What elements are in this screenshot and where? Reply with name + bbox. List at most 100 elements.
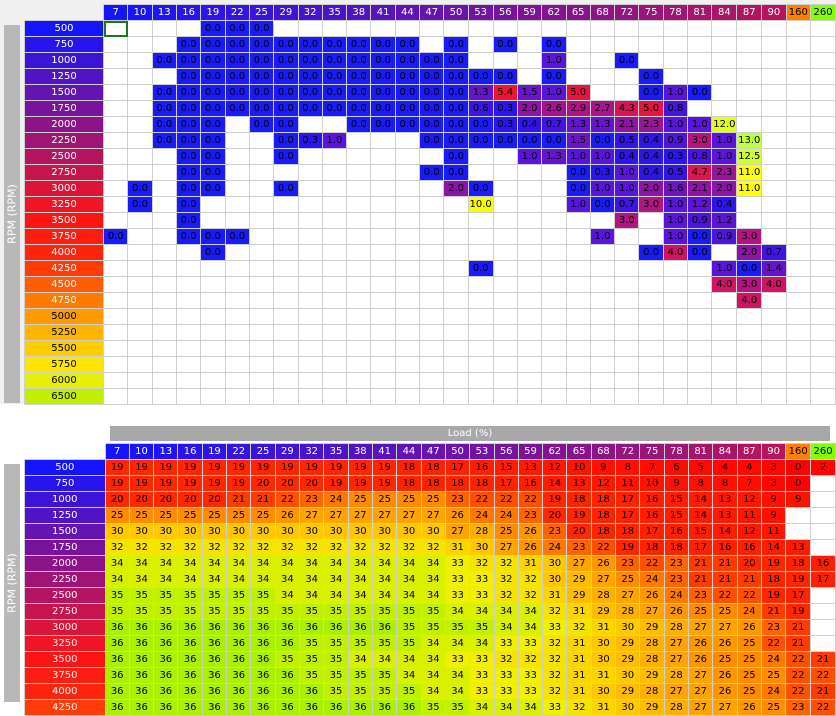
bottom-table-cell[interactable]: 33 <box>469 683 495 700</box>
bottom-table-cell[interactable]: 34 <box>396 555 422 572</box>
top-table-cell[interactable] <box>687 324 713 341</box>
top-table-cell[interactable] <box>127 340 153 357</box>
top-table-cell[interactable] <box>614 308 640 325</box>
top-table-cell[interactable]: 1.3 <box>541 148 567 165</box>
bottom-table-cell[interactable]: 32 <box>347 539 373 556</box>
top-table-cell[interactable] <box>443 356 469 373</box>
top-table-cell[interactable] <box>638 324 664 341</box>
top-table-cell[interactable] <box>589 276 616 293</box>
top-table-cell[interactable]: 0.0 <box>370 36 396 53</box>
bottom-table-cell[interactable]: 5 <box>688 459 714 476</box>
bottom-col-header[interactable]: 10 <box>128 443 155 460</box>
top-table-cell[interactable] <box>785 36 812 53</box>
bottom-table-cell[interactable]: 35 <box>323 667 349 684</box>
top-table-cell[interactable] <box>127 100 153 117</box>
bottom-table-cell[interactable]: 19 <box>299 459 325 476</box>
top-table-cell[interactable]: 0.0 <box>467 68 494 85</box>
bottom-table-cell[interactable]: 18 <box>590 523 617 540</box>
top-table-cell[interactable]: 0.0 <box>346 68 372 85</box>
top-table-cell[interactable]: 0.9 <box>687 212 713 229</box>
top-table-cell[interactable]: 0.0 <box>638 84 664 101</box>
top-rpm-row-header[interactable]: 1750 <box>24 100 104 117</box>
bottom-table-cell[interactable]: 34 <box>274 587 301 604</box>
bottom-table-cell[interactable]: 14 <box>760 539 787 556</box>
top-rpm-row-header[interactable]: 3000 <box>24 180 104 197</box>
top-table-cell[interactable] <box>102 196 129 213</box>
bottom-table-cell[interactable]: 21 <box>712 571 738 588</box>
bottom-table-cell[interactable]: 22 <box>493 491 519 508</box>
bottom-table-cell[interactable]: 36 <box>250 635 276 652</box>
bottom-table-cell[interactable]: 35 <box>420 619 446 636</box>
bottom-table-cell[interactable]: 19 <box>323 459 349 476</box>
bottom-table-cell[interactable]: 28 <box>615 603 641 620</box>
bottom-table-cell[interactable]: 33 <box>444 651 471 668</box>
top-table-cell[interactable] <box>516 36 543 53</box>
top-table-cell[interactable] <box>614 68 640 85</box>
bottom-table-cell[interactable]: 35 <box>274 651 301 668</box>
bottom-table-cell[interactable]: 19 <box>153 475 179 492</box>
bottom-table-cell[interactable]: 34 <box>347 651 373 668</box>
bottom-table-cell[interactable]: 24 <box>493 507 519 524</box>
bottom-table-cell[interactable]: 32 <box>396 539 422 556</box>
top-table-cell[interactable]: 0.0 <box>516 132 543 149</box>
top-table-cell[interactable] <box>711 100 738 117</box>
top-table-cell[interactable] <box>370 292 396 309</box>
top-table-cell[interactable] <box>541 228 567 245</box>
bottom-table-cell[interactable]: 32 <box>153 539 179 556</box>
top-table-cell[interactable]: 0.0 <box>151 116 177 133</box>
top-table-cell[interactable] <box>151 388 177 405</box>
bottom-table-cell[interactable]: 28 <box>639 635 665 652</box>
bottom-table-cell[interactable]: 20 <box>736 555 762 572</box>
bottom-table-cell[interactable]: 36 <box>274 667 301 684</box>
top-table-cell[interactable]: 0.0 <box>175 228 202 245</box>
top-table-cell[interactable]: 1.0 <box>589 228 616 245</box>
bottom-table-cell[interactable]: 22 <box>639 555 665 572</box>
top-table-cell[interactable] <box>200 260 226 277</box>
top-table-cell[interactable] <box>102 52 129 69</box>
top-table-cell[interactable] <box>736 52 763 69</box>
bottom-table-cell[interactable]: 11 <box>736 507 762 524</box>
bottom-table-cell[interactable] <box>810 603 836 620</box>
top-table-cell[interactable]: 0.0 <box>467 180 494 197</box>
bottom-table-cell[interactable]: 26 <box>444 507 471 524</box>
bottom-table-cell[interactable]: 25 <box>736 635 762 652</box>
top-table-cell[interactable] <box>467 340 494 357</box>
bottom-table-cell[interactable]: 36 <box>250 619 276 636</box>
top-table-cell[interactable]: 0.0 <box>346 84 372 101</box>
top-table-cell[interactable] <box>419 276 445 293</box>
top-table-cell[interactable]: 0.0 <box>297 36 323 53</box>
top-table-cell[interactable] <box>151 292 177 309</box>
bottom-table-cell[interactable]: 29 <box>615 635 641 652</box>
top-table-cell[interactable] <box>761 228 787 245</box>
top-table-cell[interactable] <box>102 388 129 405</box>
top-table-cell[interactable] <box>297 196 323 213</box>
top-table-cell[interactable]: 0.0 <box>248 52 275 69</box>
bottom-table-cell[interactable]: 22 <box>469 491 495 508</box>
top-rpm-row-header[interactable]: 1000 <box>24 52 104 69</box>
top-table-cell[interactable] <box>614 276 640 293</box>
top-table-cell[interactable]: 0.0 <box>321 84 348 101</box>
top-table-cell[interactable]: 0.0 <box>736 260 763 277</box>
top-table-cell[interactable]: 1.3 <box>467 84 494 101</box>
bottom-table-cell[interactable]: 35 <box>444 619 471 636</box>
top-table-cell[interactable]: 0.0 <box>443 132 469 149</box>
top-col-header[interactable]: 260 <box>810 4 836 21</box>
top-table-cell[interactable] <box>761 180 787 197</box>
top-table-cell[interactable]: 0.0 <box>370 52 396 69</box>
bottom-table-cell[interactable] <box>810 539 836 556</box>
top-table-cell[interactable]: 0.0 <box>419 132 445 149</box>
bottom-col-header[interactable]: 38 <box>347 443 373 460</box>
bottom-table-cell[interactable]: 35 <box>153 587 179 604</box>
top-table-cell[interactable] <box>200 388 226 405</box>
bottom-rpm-row-header[interactable]: 500 <box>24 459 106 476</box>
top-table-cell[interactable] <box>565 340 591 357</box>
top-table-cell[interactable]: 0.0 <box>175 132 202 149</box>
top-table-cell[interactable]: 0.0 <box>200 100 226 117</box>
top-table-cell[interactable] <box>541 308 567 325</box>
bottom-table-cell[interactable]: 27 <box>420 507 446 524</box>
bottom-table-cell[interactable]: 35 <box>177 587 203 604</box>
top-table-cell[interactable] <box>175 244 202 261</box>
top-table-cell[interactable] <box>662 340 689 357</box>
top-table-cell[interactable]: 0.0 <box>200 52 226 69</box>
bottom-table-cell[interactable]: 32 <box>542 683 568 700</box>
